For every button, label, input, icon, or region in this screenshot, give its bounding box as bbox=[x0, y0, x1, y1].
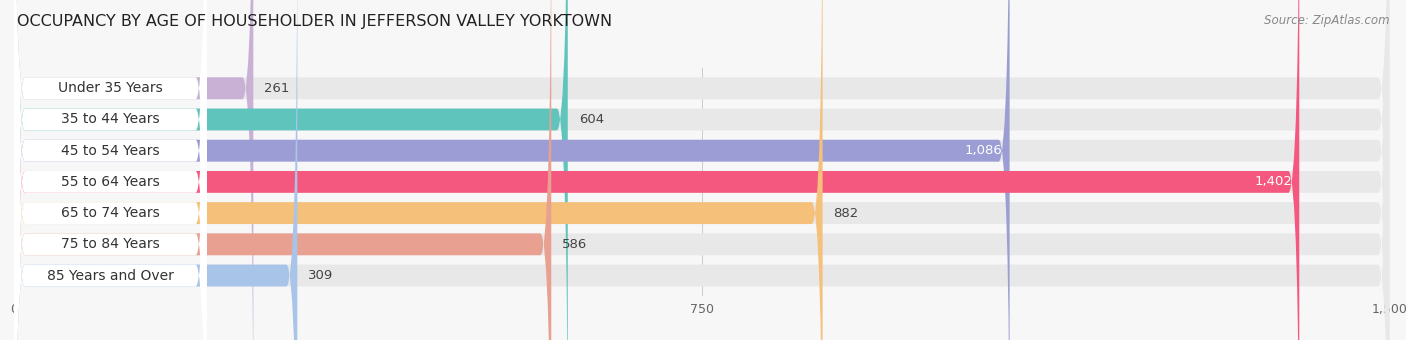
Text: 1,086: 1,086 bbox=[965, 144, 1002, 157]
FancyBboxPatch shape bbox=[14, 0, 1389, 340]
FancyBboxPatch shape bbox=[14, 0, 1299, 340]
Text: 35 to 44 Years: 35 to 44 Years bbox=[60, 113, 160, 126]
Text: 65 to 74 Years: 65 to 74 Years bbox=[60, 206, 160, 220]
FancyBboxPatch shape bbox=[14, 0, 1389, 340]
Text: 261: 261 bbox=[264, 82, 290, 95]
Text: 45 to 54 Years: 45 to 54 Years bbox=[60, 144, 160, 158]
FancyBboxPatch shape bbox=[14, 0, 253, 340]
FancyBboxPatch shape bbox=[14, 0, 1389, 340]
FancyBboxPatch shape bbox=[14, 0, 297, 340]
FancyBboxPatch shape bbox=[14, 0, 568, 340]
FancyBboxPatch shape bbox=[14, 0, 1389, 340]
FancyBboxPatch shape bbox=[14, 0, 1389, 340]
FancyBboxPatch shape bbox=[14, 0, 1389, 340]
FancyBboxPatch shape bbox=[14, 0, 207, 340]
FancyBboxPatch shape bbox=[14, 0, 1389, 340]
Text: 1,402: 1,402 bbox=[1254, 175, 1292, 188]
Text: 55 to 64 Years: 55 to 64 Years bbox=[60, 175, 160, 189]
Text: OCCUPANCY BY AGE OF HOUSEHOLDER IN JEFFERSON VALLEY YORKTOWN: OCCUPANCY BY AGE OF HOUSEHOLDER IN JEFFE… bbox=[17, 14, 612, 29]
FancyBboxPatch shape bbox=[14, 0, 551, 340]
Text: Under 35 Years: Under 35 Years bbox=[58, 81, 163, 95]
Text: 586: 586 bbox=[562, 238, 588, 251]
Text: 604: 604 bbox=[579, 113, 605, 126]
FancyBboxPatch shape bbox=[14, 0, 207, 340]
Text: 75 to 84 Years: 75 to 84 Years bbox=[60, 237, 160, 251]
Text: 85 Years and Over: 85 Years and Over bbox=[46, 269, 174, 283]
FancyBboxPatch shape bbox=[14, 0, 1010, 340]
Text: 309: 309 bbox=[308, 269, 333, 282]
Text: Source: ZipAtlas.com: Source: ZipAtlas.com bbox=[1264, 14, 1389, 27]
FancyBboxPatch shape bbox=[14, 0, 823, 340]
FancyBboxPatch shape bbox=[14, 0, 207, 340]
FancyBboxPatch shape bbox=[14, 0, 207, 340]
FancyBboxPatch shape bbox=[14, 0, 207, 340]
FancyBboxPatch shape bbox=[14, 0, 207, 340]
Text: 882: 882 bbox=[834, 207, 859, 220]
FancyBboxPatch shape bbox=[14, 0, 207, 340]
